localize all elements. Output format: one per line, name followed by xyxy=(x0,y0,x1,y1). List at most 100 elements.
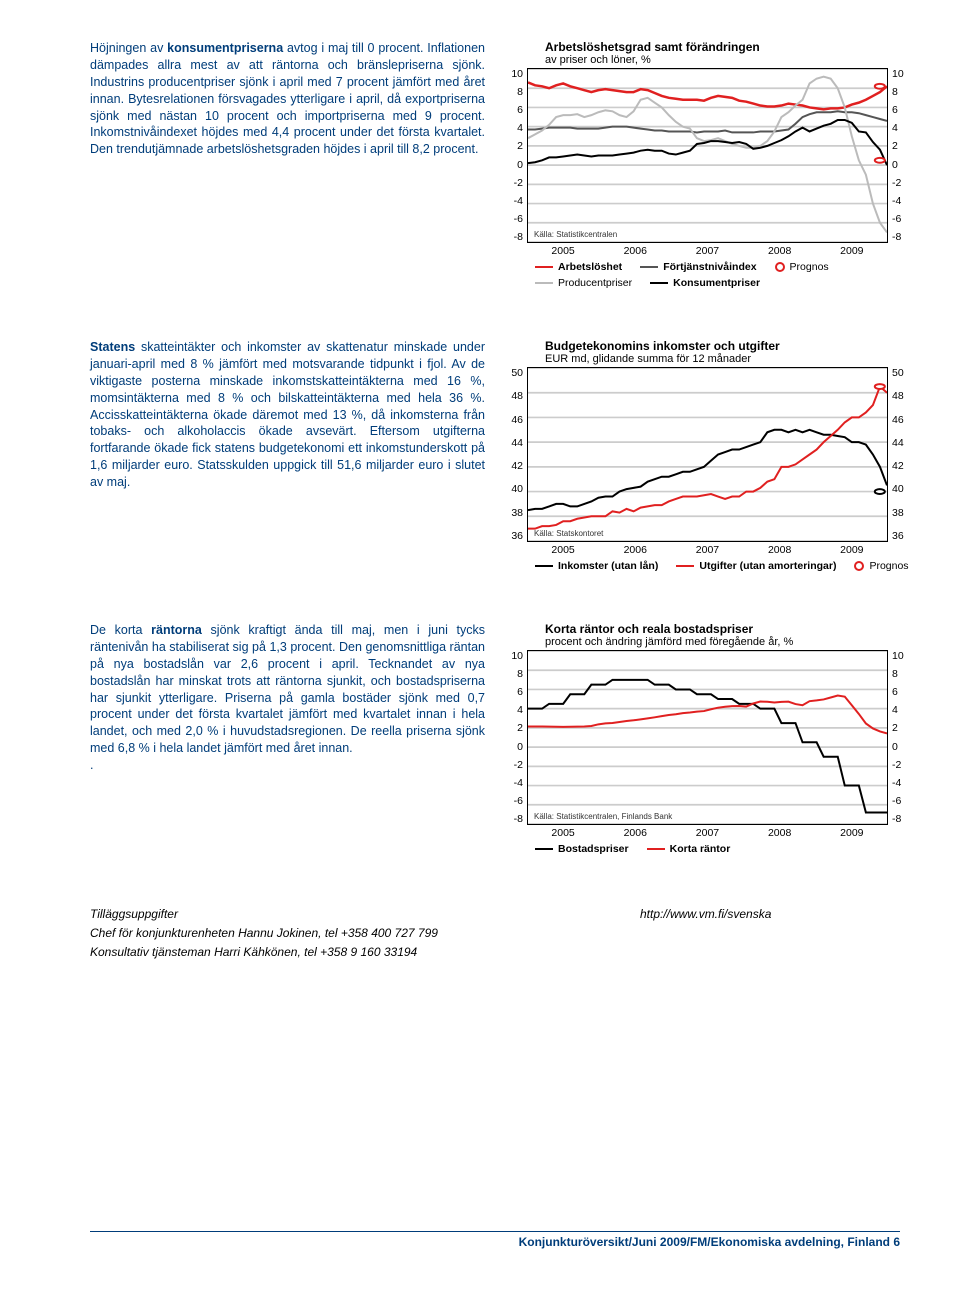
legend-swatch xyxy=(640,266,658,268)
legend-swatch xyxy=(535,266,553,268)
chart-3-title: Korta räntor och reala bostadspriser xyxy=(545,622,910,636)
legend-label: Prognos xyxy=(790,261,829,273)
axis-tick: 2006 xyxy=(624,245,647,257)
chart-1-xaxis: 20052006200720082009 xyxy=(527,245,888,257)
chart-3-xaxis: 20052006200720082009 xyxy=(527,827,888,839)
axis-tick: -4 xyxy=(892,777,910,789)
legend-label: Prognos xyxy=(869,560,908,572)
axis-tick: 2009 xyxy=(840,827,863,839)
contacts: Tilläggsuppgifter Chef för konjunkturenh… xyxy=(90,905,910,963)
chart-1: Arbetslöshetsgrad samt förändringen av p… xyxy=(505,40,910,289)
legend-item: Prognos xyxy=(775,261,829,273)
axis-tick: 48 xyxy=(505,390,523,402)
legend-swatch xyxy=(535,848,553,850)
prose-3: De korta räntorna sjönk kraftigt ända ti… xyxy=(90,622,485,855)
axis-tick: 2 xyxy=(892,722,910,734)
legend-item: Utgifter (utan amorteringar) xyxy=(676,560,836,572)
chart-1-title: Arbetslöshetsgrad samt förändringen xyxy=(545,40,910,54)
axis-tick: 0 xyxy=(505,741,523,753)
axis-tick: 10 xyxy=(505,68,523,80)
legend-label: Bostadspriser xyxy=(558,843,629,855)
axis-tick: 2008 xyxy=(768,827,791,839)
contacts-heading: Tilläggsuppgifter xyxy=(90,905,520,924)
axis-tick: 42 xyxy=(892,460,910,472)
axis-tick: -4 xyxy=(505,777,523,789)
legend-item: Förtjänstnivåindex xyxy=(640,261,756,273)
axis-tick: 50 xyxy=(892,367,910,379)
chart-3-plot: Källa: Statistikcentralen, Finlands Bank xyxy=(527,650,888,825)
contacts-url: http://www.vm.fi/svenska xyxy=(640,905,771,963)
axis-tick: -2 xyxy=(505,759,523,771)
chart-3-yaxis-right: 1086420-2-4-6-8 xyxy=(888,650,910,825)
section-3: De korta räntorna sjönk kraftigt ända ti… xyxy=(90,622,910,855)
axis-tick: -2 xyxy=(892,177,910,189)
chart-1-yaxis-right: 1086420-2-4-6-8 xyxy=(888,68,910,243)
axis-tick: 2009 xyxy=(840,245,863,257)
axis-tick: -4 xyxy=(892,195,910,207)
axis-tick: 6 xyxy=(892,104,910,116)
axis-tick: 42 xyxy=(505,460,523,472)
chart-2-plot: Källa: Statskontoret xyxy=(527,367,888,542)
chart-3-legend: Bostadspriser Korta räntor xyxy=(535,843,910,855)
legend-swatch xyxy=(535,282,553,284)
section-2: Statens skatteintäkter och inkomster av … xyxy=(90,339,910,572)
legend-item: Bostadspriser xyxy=(535,843,629,855)
chart-2-source: Källa: Statskontoret xyxy=(534,529,603,538)
chart-3-source: Källa: Statistikcentralen, Finlands Bank xyxy=(534,812,672,821)
legend-label: Producentpriser xyxy=(558,277,632,289)
axis-tick: 40 xyxy=(892,483,910,495)
axis-tick: 46 xyxy=(892,414,910,426)
axis-tick: -8 xyxy=(505,231,523,243)
axis-tick: 2009 xyxy=(840,544,863,556)
axis-tick: -8 xyxy=(505,813,523,825)
axis-tick: 40 xyxy=(505,483,523,495)
axis-tick: -8 xyxy=(892,231,910,243)
legend-swatch xyxy=(535,565,553,567)
axis-tick: 8 xyxy=(505,86,523,98)
legend-label: Arbetslöshet xyxy=(558,261,622,273)
prose-2: Statens skatteintäkter och inkomster av … xyxy=(90,339,485,572)
axis-tick: -2 xyxy=(505,177,523,189)
axis-tick: -6 xyxy=(892,213,910,225)
chart-1-yaxis-left: 1086420-2-4-6-8 xyxy=(505,68,527,243)
axis-tick: 8 xyxy=(505,668,523,680)
legend-item: Korta räntor xyxy=(647,843,731,855)
legend-item: Prognos xyxy=(854,560,908,572)
legend-swatch xyxy=(647,848,665,850)
axis-tick: -6 xyxy=(505,795,523,807)
axis-tick: -2 xyxy=(892,759,910,771)
chart-3: Korta räntor och reala bostadspriser pro… xyxy=(505,622,910,855)
axis-tick: 4 xyxy=(892,122,910,134)
prose-1: Höjningen av konsumentpriserna avtog i m… xyxy=(90,40,485,289)
page-footer: Konjunkturöversikt/Juni 2009/FM/Ekonomis… xyxy=(90,1231,900,1249)
chart-1-legend: Arbetslöshet Förtjänstnivåindex Prognos Pro… xyxy=(535,261,910,289)
chart-2-legend: Inkomster (utan lån)Utgifter (utan amort… xyxy=(535,560,910,572)
axis-tick: 2 xyxy=(505,140,523,152)
axis-tick: 10 xyxy=(505,650,523,662)
legend-item: Arbetslöshet xyxy=(535,261,622,273)
axis-tick: 2005 xyxy=(551,544,574,556)
axis-tick: 0 xyxy=(892,741,910,753)
chart-2-yaxis-right: 5048464442403836 xyxy=(888,367,910,542)
legend-label: Korta räntor xyxy=(670,843,731,855)
contacts-line-2: Konsultativ tjänsteman Harri Kähkönen, t… xyxy=(90,943,520,962)
legend-marker-circle xyxy=(775,262,785,272)
axis-tick: 44 xyxy=(505,437,523,449)
legend-swatch xyxy=(676,565,694,567)
chart-1-subtitle: av priser och löner, % xyxy=(545,54,910,66)
legend-label: Förtjänstnivåindex xyxy=(663,261,756,273)
axis-tick: 2007 xyxy=(696,245,719,257)
axis-tick: 4 xyxy=(505,704,523,716)
legend-marker-circle xyxy=(854,561,864,571)
axis-tick: 4 xyxy=(892,704,910,716)
page-content: Höjningen av konsumentpriserna avtog i m… xyxy=(0,0,960,963)
axis-tick: -6 xyxy=(505,213,523,225)
axis-tick: 2008 xyxy=(768,544,791,556)
chart-2: Budgetekonomins inkomster och utgifter E… xyxy=(505,339,910,572)
axis-tick: 4 xyxy=(505,122,523,134)
axis-tick: 8 xyxy=(892,86,910,98)
chart-2-subtitle: EUR md, glidande summa för 12 månader xyxy=(545,353,910,365)
legend-swatch xyxy=(650,282,668,284)
axis-tick: 2007 xyxy=(696,544,719,556)
axis-tick: 38 xyxy=(892,507,910,519)
